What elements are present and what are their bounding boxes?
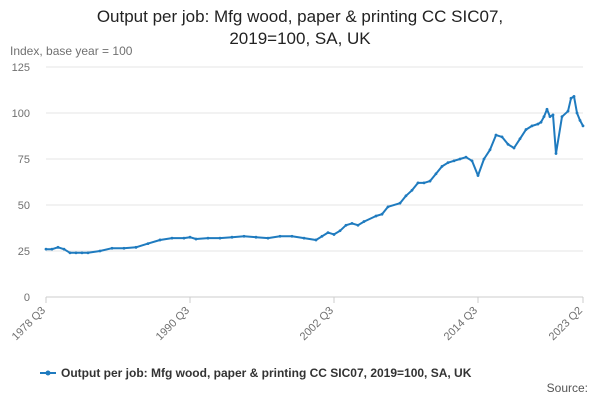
data-point — [218, 236, 222, 240]
data-point — [488, 148, 492, 152]
data-point — [569, 96, 573, 100]
data-point — [338, 229, 342, 233]
data-point — [80, 251, 84, 255]
data-point — [68, 251, 72, 255]
data-point — [578, 118, 582, 122]
legend-label: Output per job: Mfg wood, paper & printi… — [61, 366, 472, 380]
data-point — [242, 234, 246, 238]
data-point — [278, 234, 282, 238]
data-point — [452, 159, 456, 163]
y-tick-label: 0 — [24, 292, 30, 304]
data-point — [62, 247, 66, 251]
data-point — [146, 242, 150, 246]
data-point — [170, 236, 174, 240]
data-point — [566, 109, 570, 113]
data-point — [548, 115, 552, 119]
data-point — [158, 238, 162, 242]
data-point — [434, 172, 438, 176]
y-tick-label: 100 — [12, 108, 30, 120]
x-tick-label: 2002 Q3 — [298, 305, 336, 343]
axes: 0 25 50 75 100 125 1978 Q3 1990 Q3 2002 Q3 2014 Q… — [10, 62, 585, 343]
data-point — [404, 194, 408, 198]
data-point — [506, 142, 510, 146]
y-axis-label: Index, base year = 100 — [10, 44, 133, 58]
data-point — [545, 107, 549, 111]
data-point — [254, 235, 258, 239]
data-point — [581, 124, 585, 128]
data-point — [290, 234, 294, 238]
data-point — [266, 236, 270, 240]
y-tick-label: 50 — [18, 200, 30, 212]
data-point — [470, 159, 474, 163]
series-layer — [44, 95, 585, 255]
data-point — [398, 201, 402, 205]
series-line — [46, 95, 584, 254]
legend-point-marker — [45, 370, 51, 376]
y-tick-label: 125 — [12, 62, 30, 74]
data-point — [542, 115, 546, 119]
data-point — [440, 164, 444, 168]
data-point — [560, 115, 564, 119]
data-point — [464, 155, 468, 159]
data-point — [182, 236, 186, 240]
data-point — [416, 181, 420, 185]
data-point — [380, 212, 384, 216]
data-point — [422, 181, 426, 185]
data-point — [572, 95, 576, 98]
data-point — [206, 236, 210, 240]
data-point — [530, 124, 534, 128]
data-point — [458, 157, 462, 161]
data-point — [374, 214, 378, 218]
x-tick-label: 1978 Q3 — [10, 305, 48, 343]
x-tick-label: 1990 Q3 — [154, 305, 192, 343]
data-point — [314, 238, 318, 242]
data-point — [332, 233, 336, 236]
data-point — [512, 146, 516, 150]
data-point — [86, 251, 90, 255]
data-point — [476, 174, 480, 177]
data-point — [386, 205, 390, 209]
x-tick-label: 2014 Q3 — [442, 305, 480, 343]
data-point — [194, 237, 198, 241]
data-point — [74, 251, 78, 255]
data-point — [356, 223, 360, 227]
x-tick-label: 2023 Q2 — [547, 305, 585, 343]
data-point — [326, 231, 330, 235]
data-point — [122, 246, 126, 250]
data-point — [539, 120, 543, 124]
data-point — [98, 249, 102, 253]
data-point — [554, 152, 558, 155]
data-point — [494, 133, 498, 137]
data-point — [350, 222, 354, 225]
data-point — [446, 161, 450, 165]
data-point — [230, 235, 234, 239]
data-point — [110, 246, 114, 250]
data-point — [56, 245, 60, 249]
y-tick-label: 25 — [18, 246, 30, 258]
data-point — [551, 113, 555, 117]
data-point — [344, 223, 348, 227]
data-point — [410, 188, 414, 192]
data-point — [575, 111, 579, 115]
legend: Output per job: Mfg wood, paper & printi… — [40, 366, 472, 380]
data-point — [482, 157, 486, 161]
data-point — [518, 137, 522, 141]
y-tick-label: 75 — [18, 154, 30, 166]
data-point — [302, 236, 306, 240]
data-point — [188, 235, 192, 239]
data-point — [524, 128, 528, 131]
data-point — [536, 122, 540, 126]
data-point — [44, 247, 48, 251]
data-point — [362, 220, 366, 223]
source-label: Source: — [546, 381, 588, 395]
data-point — [320, 234, 324, 238]
gridlines — [46, 66, 583, 298]
data-point — [134, 245, 138, 249]
data-point — [50, 247, 54, 251]
chart-title: Output per job: Mfg wood, paper & printi… — [96, 7, 504, 48]
data-point — [428, 179, 432, 183]
data-point — [500, 135, 504, 139]
